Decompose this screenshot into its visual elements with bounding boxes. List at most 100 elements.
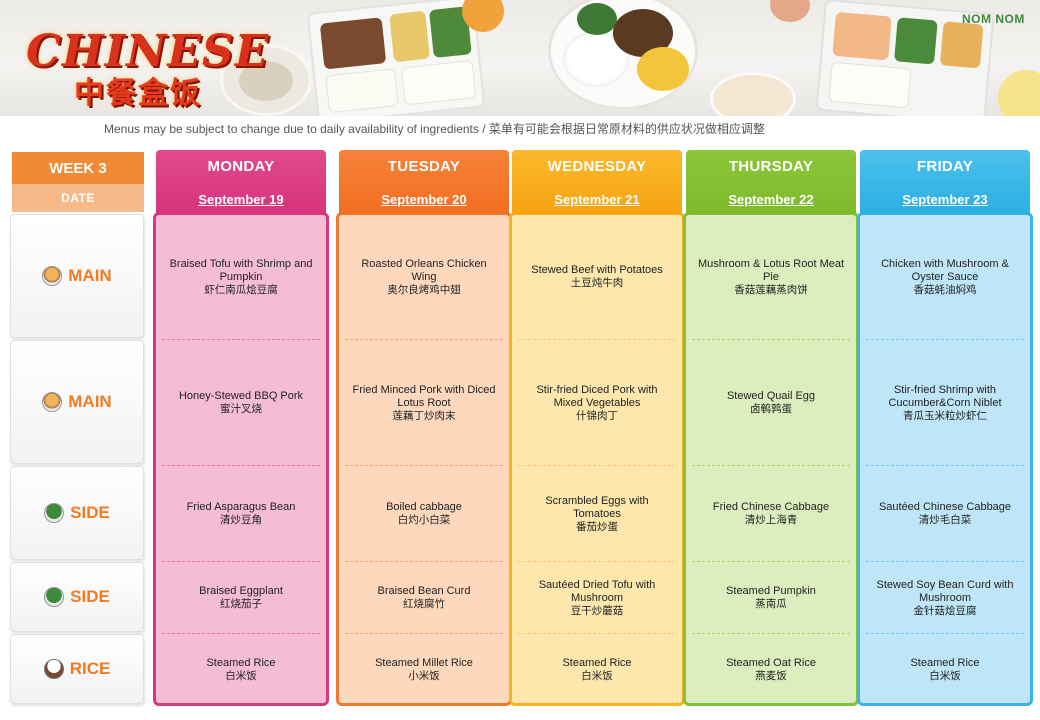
brand-logo: NOM NOM — [962, 12, 1025, 26]
day-name: TUESDAY — [387, 158, 461, 175]
category-row-2: MAIN — [10, 340, 144, 464]
menu-item-english: Honey-Stewed BBQ Pork — [178, 390, 304, 402]
menu-item: Steamed Rice 白米饭 — [860, 635, 1030, 705]
menu-item: Stir-fried Shrimp with Cucumber&Corn Nib… — [860, 341, 1030, 465]
category-label: MAIN — [68, 266, 112, 285]
day-header: TUESDAY September 20 — [339, 150, 509, 214]
menu-item-chinese: 蜜汁叉烧 — [220, 403, 262, 415]
soup-bowl-image — [220, 44, 312, 116]
menu-item-chinese: 红烧腐竹 — [403, 598, 445, 610]
day-column-monday: Braised Tofu with Shrimp and Pumpkin 虾仁南瓜… — [153, 150, 329, 706]
day-column-thursday: Mushroom & Lotus Root Meat Pie 香菇莲藕蒸肉饼 Ste… — [683, 150, 859, 706]
category-row-5: RICE — [10, 634, 144, 704]
row-divider — [518, 465, 676, 466]
menu-item-chinese: 白米饭 — [581, 670, 613, 682]
day-date: September 19 — [198, 192, 284, 207]
day-name: MONDAY — [207, 158, 275, 175]
menu-item-chinese: 青瓜玉米粒炒虾仁 — [903, 409, 987, 422]
menu-item: Honey-Stewed BBQ Pork 蜜汁叉烧 — [156, 341, 326, 465]
menu-item-english: Chicken with Mushroom & Oyster Sauce — [881, 257, 1009, 283]
menu-item: Fried Chinese Cabbage 清炒上海青 — [686, 467, 856, 561]
category-label: RICE — [69, 659, 111, 678]
menu-item: Steamed Pumpkin 蒸南瓜 — [686, 563, 856, 633]
week-label: WEEK 3 — [12, 152, 144, 184]
menu-item: Stewed Quail Egg 卤鹌鹑蛋 — [686, 341, 856, 465]
rice-plate-image — [548, 0, 698, 110]
menu-item-chinese: 清炒上海青 — [744, 514, 798, 526]
vegetable-bowl-icon — [44, 503, 65, 523]
menu-item-chinese: 虾仁南瓜烩豆腐 — [204, 283, 278, 296]
menu-item-chinese: 奥尔良烤鸡中翅 — [387, 283, 461, 296]
menu-item: Stewed Soy Bean Curd with Mushroom 金针菇烩豆腐 — [860, 563, 1030, 633]
menu-item-english: Fried Asparagus Bean — [186, 501, 296, 513]
row-divider — [345, 339, 503, 340]
row-divider — [866, 561, 1024, 562]
menu-item: Stewed Beef with Potatoes 土豆炖牛肉 — [512, 215, 682, 339]
day-name: WEDNESDAY — [547, 158, 647, 175]
row-divider — [692, 339, 850, 340]
menu-item: Chicken with Mushroom & Oyster Sauce 香菇蚝油… — [860, 215, 1030, 339]
menu-item-english: Boiled cabbage — [386, 501, 462, 513]
menu-item-chinese: 卤鹌鹑蛋 — [750, 403, 792, 415]
menu-item-chinese: 燕麦饭 — [755, 670, 787, 682]
lemon-image — [998, 70, 1040, 116]
menu-item-chinese: 白米饭 — [225, 670, 257, 682]
day-date: September 21 — [554, 192, 640, 207]
menu-item-chinese: 白米饭 — [929, 670, 961, 682]
availability-notice: Menus may be subject to change due to da… — [104, 122, 765, 136]
menu-item-chinese: 小米饭 — [408, 670, 440, 682]
row-divider — [692, 561, 850, 562]
menu-item-english: Steamed Rice — [562, 657, 632, 669]
menu-item-english: Steamed Rice — [910, 657, 980, 669]
fruit-image — [770, 0, 810, 22]
category-row-4: SIDE — [10, 562, 144, 632]
category-label: SIDE — [70, 503, 110, 522]
day-date: September 20 — [381, 192, 467, 207]
menu-item: Fried Asparagus Bean 清炒豆角 — [156, 467, 326, 561]
day-menu-body: Roasted Orleans Chicken Wing 奥尔良烤鸡中翅 Fried… — [336, 212, 512, 706]
rice-bowl-icon — [43, 659, 64, 679]
menu-item: Stir-fried Diced Pork with Mixed Vegetab… — [512, 341, 682, 465]
row-divider — [162, 465, 320, 466]
menu-item: Steamed Oat Rice 燕麦饭 — [686, 635, 856, 705]
day-name: THURSDAY — [728, 158, 814, 175]
menu-item-chinese: 什锦肉丁 — [576, 409, 618, 422]
day-name: FRIDAY — [916, 158, 974, 175]
menu-item-english: Stewed Beef with Potatoes — [531, 264, 663, 276]
menu-item-chinese: 土豆炖牛肉 — [570, 277, 624, 289]
menu-item-english: Steamed Oat Rice — [726, 657, 816, 669]
row-divider — [518, 561, 676, 562]
row-divider — [345, 561, 503, 562]
menu-item-english: Stir-fried Shrimp with Cucumber&Corn Nib… — [888, 383, 1002, 409]
menu-item-english: Steamed Rice — [206, 657, 276, 669]
day-header: MONDAY September 19 — [156, 150, 326, 214]
day-header: THURSDAY September 22 — [686, 150, 856, 214]
menu-item-chinese: 红烧茄子 — [220, 598, 262, 610]
menu-item-chinese: 白灼小白菜 — [397, 514, 451, 526]
menu-item-english: Stewed Soy Bean Curd with Mushroom — [876, 578, 1014, 604]
menu-item-chinese: 香菇蚝油焖鸡 — [913, 283, 977, 296]
day-column-wednesday: Stewed Beef with Potatoes 土豆炖牛肉 Stir-fried… — [509, 150, 685, 706]
menu-item-english: Steamed Millet Rice — [375, 657, 473, 669]
dumpling-bowl-icon — [42, 266, 63, 286]
fries-bowl-icon — [42, 392, 63, 412]
day-column-tuesday: Roasted Orleans Chicken Wing 奥尔良烤鸡中翅 Fried… — [336, 150, 512, 706]
day-column-friday: Chicken with Mushroom & Oyster Sauce 香菇蚝油… — [857, 150, 1033, 706]
menu-item: Braised Bean Curd 红烧腐竹 — [339, 563, 509, 633]
menu-subtitle: 中餐盒饭 — [74, 76, 202, 111]
menu-item: Mushroom & Lotus Root Meat Pie 香菇莲藕蒸肉饼 — [686, 215, 856, 339]
menu-item-chinese: 豆干炒蘑菇 — [570, 604, 624, 617]
menu-item: Sautéed Dried Tofu with Mushroom 豆干炒蘑菇 — [512, 563, 682, 633]
menu-item: Roasted Orleans Chicken Wing 奥尔良烤鸡中翅 — [339, 215, 509, 339]
row-divider — [692, 633, 850, 634]
menu-item-english: Braised Tofu with Shrimp and Pumpkin — [169, 257, 313, 283]
day-menu-body: Stewed Beef with Potatoes 土豆炖牛肉 Stir-fried… — [509, 212, 685, 706]
category-row-3: SIDE — [10, 466, 144, 560]
header-banner — [0, 0, 1040, 116]
row-divider — [518, 339, 676, 340]
menu-item-english: Fried Minced Pork with Diced Lotus Root — [352, 383, 496, 409]
menu-item-english: Steamed Pumpkin — [726, 585, 816, 597]
row-divider — [866, 633, 1024, 634]
menu-item: Steamed Rice 白米饭 — [512, 635, 682, 705]
row-divider — [162, 633, 320, 634]
